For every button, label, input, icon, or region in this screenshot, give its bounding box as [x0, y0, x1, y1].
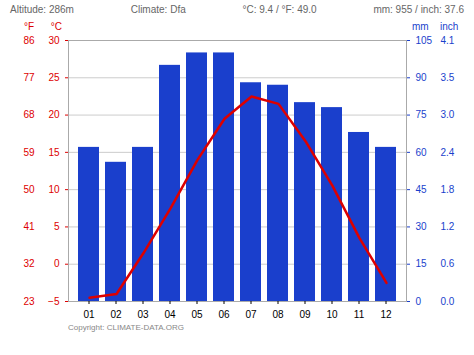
svg-text:5: 5: [54, 221, 60, 232]
html-text:mm: mm: [412, 21, 429, 32]
svg-text:4.1: 4.1: [441, 35, 455, 46]
svg-text:75: 75: [416, 109, 428, 120]
svg-text:06: 06: [218, 309, 230, 320]
svg-text:3.0: 3.0: [441, 109, 455, 120]
svg-text:1.2: 1.2: [441, 221, 455, 232]
svg-text:23: 23: [23, 296, 35, 307]
svg-text:09: 09: [299, 309, 311, 320]
svg-text:0.0: 0.0: [441, 296, 455, 307]
svg-text:0: 0: [416, 296, 422, 307]
svg-text:32: 32: [23, 258, 35, 269]
svg-text:10: 10: [326, 309, 338, 320]
svg-text:3.5: 3.5: [441, 72, 455, 83]
svg-text:11: 11: [354, 309, 365, 320]
html-text:°F: °F: [23, 21, 34, 32]
svg-text:30: 30: [48, 35, 60, 46]
svg-text:30: 30: [416, 221, 428, 232]
html-text:Altitude: 286m: Altitude: 286m: [10, 4, 74, 15]
svg-text:05: 05: [191, 309, 203, 320]
svg-text:20: 20: [48, 109, 60, 120]
svg-text:02: 02: [110, 309, 122, 320]
svg-text:04: 04: [164, 309, 176, 320]
svg-text:08: 08: [272, 309, 284, 320]
svg-text:59: 59: [23, 147, 35, 158]
svg-text:105: 105: [416, 35, 433, 46]
svg-text:2.4: 2.4: [441, 147, 455, 158]
html-text:°C: °C: [50, 21, 62, 32]
svg-text:03: 03: [137, 309, 149, 320]
html-text:inch: inch: [440, 21, 459, 32]
svg-text:07: 07: [245, 309, 257, 320]
svg-text:1.8: 1.8: [441, 184, 455, 195]
svg-text:01: 01: [83, 309, 95, 320]
html-text:Climate: Dfa: Climate: Dfa: [130, 4, 186, 15]
svg-text:15: 15: [416, 258, 428, 269]
html-text:Copyright: CLIMATE-DATA.ORG: Copyright: CLIMATE-DATA.ORG: [68, 323, 184, 332]
svg-text:−5: −5: [48, 296, 60, 307]
svg-text:50: 50: [23, 184, 35, 195]
svg-text:25: 25: [48, 72, 60, 83]
svg-text:77: 77: [23, 72, 35, 83]
html-text:°C: 9.4 / °F: 49.0: °C: 9.4 / °F: 49.0: [242, 4, 317, 15]
svg-text:15: 15: [48, 147, 60, 158]
svg-text:0: 0: [54, 258, 60, 269]
svg-text:90: 90: [416, 72, 428, 83]
svg-text:86: 86: [23, 35, 35, 46]
svg-text:0.6: 0.6: [441, 258, 455, 269]
svg-text:10: 10: [48, 184, 60, 195]
svg-text:12: 12: [380, 309, 392, 320]
svg-text:68: 68: [23, 109, 35, 120]
html-text:mm: 955 / inch: 37.6: mm: 955 / inch: 37.6: [373, 4, 464, 15]
svg-text:45: 45: [416, 184, 428, 195]
svg-text:60: 60: [416, 147, 428, 158]
svg-text:41: 41: [23, 221, 35, 232]
